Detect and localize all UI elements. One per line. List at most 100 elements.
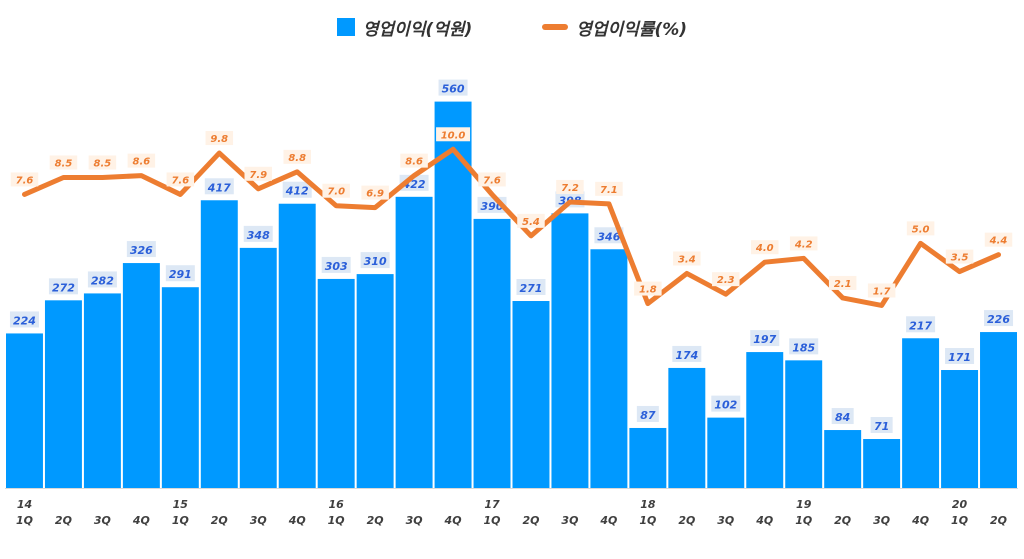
line-label-box-17 [673, 251, 701, 266]
bar-value-label-18: 102 [714, 399, 737, 412]
x-tick-quarter-18: 3Q [717, 514, 734, 527]
line-value-label-19: 4.0 [755, 243, 774, 254]
line-label-box-15 [595, 181, 623, 196]
line-value-label-4: 7.6 [171, 175, 189, 186]
line-value-label-18: 2.3 [717, 275, 735, 286]
x-tick-quarter-19: 4Q [755, 514, 773, 527]
x-tick-quarter-13: 2Q [522, 514, 539, 527]
bar-value-label-24: 171 [948, 351, 971, 364]
bar-0 [6, 333, 43, 488]
line-label-box-23 [906, 221, 935, 236]
line-value-label-8: 7.0 [327, 187, 345, 198]
bar-value-label-23: 217 [909, 319, 932, 332]
bar-value-label-6: 348 [247, 229, 270, 242]
bar-value-label-11: 560 [442, 83, 465, 96]
bar-17 [668, 367, 706, 488]
bar-4 [161, 287, 199, 488]
legend-label-operating-margin: 영업이익률(%) [576, 19, 688, 40]
bar-label-box-11 [438, 79, 468, 96]
line-label-box-11 [436, 127, 471, 142]
x-tick-year-16: 18 [640, 498, 656, 511]
bar-20 [785, 360, 823, 488]
bar-label-box-21 [831, 408, 854, 425]
line-label-box-5 [205, 131, 234, 146]
bar-label-box-2 [87, 271, 117, 288]
bar-15 [590, 249, 628, 488]
line-value-label-25: 4.4 [989, 236, 1008, 247]
x-tick-quarter-16: 1Q [639, 514, 656, 527]
legend-swatch-line [542, 24, 569, 30]
line-value-label-2: 8.5 [94, 159, 112, 170]
x-tick-quarter-25: 2Q [990, 514, 1007, 527]
line-label-box-24 [945, 249, 974, 264]
x-tick-quarter-6: 3Q [250, 514, 267, 527]
bar-label-box-23 [906, 316, 936, 333]
line-value-label-17: 3.4 [678, 254, 696, 265]
bar-label-box-22 [870, 417, 893, 434]
line-value-label-9: 6.9 [366, 189, 384, 200]
line-value-label-12: 7.6 [483, 175, 501, 186]
bar-value-label-9: 310 [364, 255, 387, 268]
x-tick-quarter-15: 4Q [599, 514, 617, 527]
line-value-label-6: 7.9 [249, 170, 267, 181]
line-label-box-3 [127, 153, 156, 168]
bar-value-label-13: 271 [519, 282, 542, 295]
x-tick-quarter-12: 1Q [484, 514, 501, 527]
line-label-box-8 [322, 183, 350, 198]
x-tick-quarter-0: 1Q [16, 514, 33, 527]
bar-label-box-4 [165, 265, 195, 282]
legend-item-operating-margin: 영업이익률(%) [542, 15, 687, 40]
bar-18 [707, 417, 745, 488]
bar-label-box-25 [984, 310, 1014, 327]
bar-6 [239, 247, 277, 488]
x-tick-quarter-11: 4Q [444, 514, 462, 527]
bar-label-box-9 [360, 252, 390, 269]
line-label-box-9 [361, 185, 389, 200]
line-label-box-16 [634, 281, 662, 296]
line-value-label-11: 10.0 [441, 130, 466, 141]
bar-21 [824, 430, 862, 488]
bar-value-label-16: 87 [640, 409, 656, 422]
x-tick-year-24: 20 [952, 498, 968, 511]
bar-value-label-2: 282 [91, 274, 114, 287]
bar-7 [278, 203, 316, 488]
bar-5 [200, 200, 238, 488]
x-tick-quarter-5: 2Q [211, 514, 228, 527]
legend-label-operating-profit: 영업이익(억원) [362, 19, 473, 40]
line-value-label-21: 2.1 [834, 279, 852, 290]
bar-value-label-21: 84 [835, 411, 850, 424]
bar-2 [83, 293, 121, 488]
x-tick-quarter-22: 3Q [873, 514, 890, 527]
bar-10 [395, 196, 433, 488]
line-value-label-3: 8.6 [133, 157, 151, 168]
legend-swatch-bar [336, 18, 355, 36]
line-label-box-19 [751, 240, 779, 255]
bar-label-box-24 [945, 348, 975, 365]
x-tick-quarter-4: 1Q [172, 514, 189, 527]
bar-value-label-8: 303 [325, 260, 348, 273]
line-value-label-0: 7.6 [16, 175, 34, 186]
x-tick-quarter-24: 1Q [951, 514, 968, 527]
bar-8 [317, 278, 355, 488]
bar-25 [980, 332, 1017, 488]
x-tick-quarter-14: 3Q [561, 514, 578, 527]
line-value-label-23: 5.0 [912, 224, 930, 235]
bar-value-label-25: 226 [987, 313, 1010, 326]
line-label-box-1 [49, 155, 78, 170]
line-value-label-15: 7.1 [600, 185, 618, 196]
legend-item-operating-profit: 영업이익(억원) [336, 15, 473, 40]
line-label-box-20 [789, 236, 818, 251]
x-tick-quarter-10: 3Q [406, 514, 423, 527]
bar-value-label-5: 417 [207, 181, 231, 194]
bar-3 [122, 263, 160, 488]
line-label-box-2 [88, 155, 117, 170]
bar-13 [512, 301, 550, 488]
bar-19 [746, 352, 784, 488]
bar-label-box-6 [243, 225, 273, 242]
x-tick-quarter-8: 1Q [328, 514, 345, 527]
x-tick-year-8: 16 [329, 498, 345, 511]
line-value-label-13: 5.4 [522, 217, 540, 228]
line-label-box-14 [556, 179, 584, 194]
bar-label-box-15 [594, 227, 624, 244]
